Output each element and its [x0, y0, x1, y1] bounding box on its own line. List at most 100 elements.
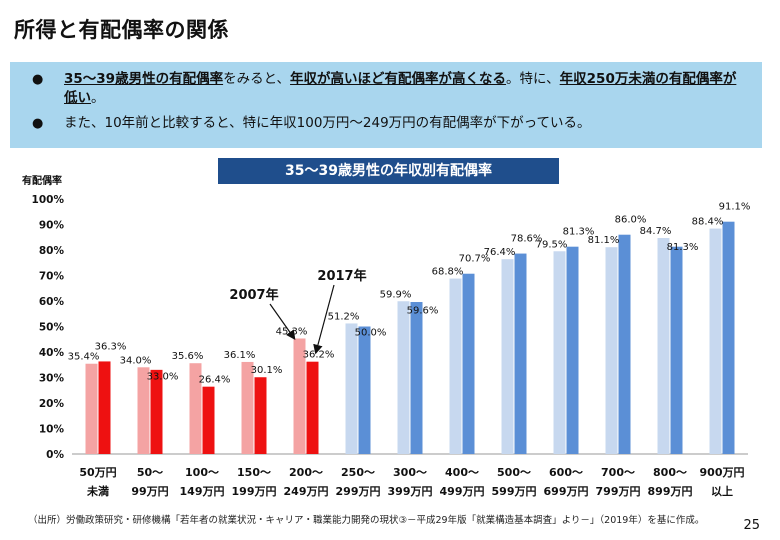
bar-2017	[98, 361, 111, 454]
x-tick-label: 149万円	[180, 485, 225, 498]
data-label-2017: 33.0%	[147, 371, 179, 382]
data-label-2007: 36.1%	[224, 350, 256, 361]
x-tick-label: 399万円	[388, 485, 433, 498]
bar-2017	[670, 246, 683, 454]
y-tick-label: 0%	[46, 449, 64, 461]
bullet1-text-3: 。	[91, 90, 105, 106]
bar-2007	[189, 363, 202, 454]
data-label-2007: 81.1%	[588, 235, 620, 246]
bar-2007	[501, 259, 514, 454]
arrow-2007	[269, 303, 296, 340]
x-tick-label: 700～	[601, 466, 635, 479]
bullet2-text: また、10年前と比較すると、特に年収100万円～249万円の有配偶率が下がってい…	[64, 115, 591, 131]
data-label-2017: 81.3%	[563, 227, 595, 238]
bar-2017	[150, 369, 163, 454]
data-label-2007: 34.0%	[120, 355, 152, 366]
x-tick-label: 50万円	[79, 466, 116, 479]
bullet1-emphasis-3: 年収250万未満の有配偶率が低い	[64, 71, 737, 106]
y-tick-label: 10%	[39, 424, 65, 436]
bullet1-text-1: をみると、	[223, 71, 291, 87]
data-label-2017: 50.0%	[355, 327, 387, 338]
x-tick-label: 299万円	[336, 485, 381, 498]
x-tick-label: 800～	[653, 466, 687, 479]
x-tick-label: 599万円	[492, 485, 537, 498]
y-tick-label: 30%	[39, 373, 65, 385]
data-label-2017: 59.6%	[407, 305, 439, 316]
y-axis-label: 有配偶率	[22, 174, 62, 187]
bar-2017	[306, 361, 319, 454]
bar-2017	[202, 386, 215, 454]
x-tick-label: 900万円	[700, 466, 745, 479]
x-tick-label: 899万円	[648, 485, 693, 498]
bar-2017	[358, 326, 371, 454]
bar-2007	[293, 338, 306, 454]
data-label-2007: 59.9%	[380, 289, 412, 300]
y-tick-label: 40%	[39, 347, 65, 359]
data-label-2007: 68.8%	[432, 267, 464, 278]
data-label-2007: 84.7%	[640, 226, 672, 237]
data-label-2017: 30.1%	[251, 365, 283, 376]
bar-2007	[657, 238, 670, 454]
data-label-2017: 78.6%	[511, 234, 543, 245]
summary-bullet-2: ● また、10年前と比較すると、特に年収100万円～249万円の有配偶率が下がっ…	[24, 114, 748, 133]
data-label-2017: 70.7%	[459, 254, 491, 265]
data-label-2007: 51.2%	[328, 311, 360, 322]
bar-2017	[722, 221, 735, 454]
x-tick-label: 400～	[445, 466, 479, 479]
x-tick-label: 250～	[341, 466, 375, 479]
x-tick-label: 499万円	[440, 485, 485, 498]
bar-2007	[397, 301, 410, 454]
data-label-2007: 76.4%	[484, 247, 516, 258]
bullet-dot-icon: ●	[32, 116, 44, 131]
x-tick-label: 150～	[237, 466, 271, 479]
chart-title: 35～39歳男性の年収別有配偶率	[218, 158, 559, 184]
data-label-2017: 81.3%	[667, 242, 699, 253]
x-tick-label: 199万円	[232, 485, 277, 498]
bullet1-emphasis-1: 35～39歳男性の有配偶率	[64, 71, 224, 87]
arrow-2017	[313, 284, 335, 355]
y-tick-label: 100%	[32, 194, 65, 206]
x-tick-label: 以上	[711, 484, 733, 498]
bar-2007	[709, 228, 722, 454]
data-label-2007: 45.3%	[276, 326, 308, 337]
bar-2017	[514, 253, 527, 454]
y-tick-label: 20%	[39, 398, 65, 410]
y-tick-label: 70%	[39, 271, 65, 283]
bullet1-emphasis-2: 年収が高いほど有配偶率が高くなる	[290, 71, 507, 87]
x-tick-label: 699万円	[544, 485, 589, 498]
series-label-2007: 2007年	[229, 287, 278, 303]
summary-box: ● 35～39歳男性の有配偶率をみると、年収が高いほど有配偶率が高くなる。特に、…	[10, 62, 762, 148]
bar-2017	[566, 246, 579, 454]
x-tick-label: 799万円	[596, 485, 641, 498]
bar-2007	[345, 323, 358, 454]
source-note: （出所）労働政策研究・研修機構「若年者の就業状況・キャリア・職業能力開発の現状③…	[28, 515, 705, 526]
bullet-dot-icon: ●	[32, 72, 44, 87]
data-label-2007: 88.4%	[692, 217, 724, 228]
bar-2007	[85, 363, 98, 454]
series-label-2017: 2017年	[317, 268, 366, 284]
x-tick-label: 300～	[393, 466, 427, 479]
bar-2017	[462, 273, 475, 454]
x-tick-label: 100～	[185, 466, 219, 479]
data-label-2017: 26.4%	[199, 375, 231, 386]
data-label-2017: 86.0%	[615, 215, 647, 226]
x-tick-label: 50～	[137, 466, 163, 479]
y-tick-label: 50%	[39, 322, 65, 334]
y-tick-label: 60%	[39, 296, 65, 308]
data-label-2017: 91.1%	[719, 202, 751, 213]
data-label-2007: 79.5%	[536, 239, 568, 250]
x-tick-label: 249万円	[284, 485, 329, 498]
bar-2017	[618, 234, 631, 454]
y-tick-label: 80%	[39, 245, 65, 257]
bullet1-text-2: 。特に、	[506, 71, 560, 87]
y-tick-label: 90%	[39, 220, 65, 232]
bar-2007	[137, 367, 150, 454]
x-tick-label: 600～	[549, 466, 583, 479]
page-title: 所得と有配偶率の関係	[14, 18, 229, 42]
bar-2007	[605, 247, 618, 454]
data-label-2007: 35.4%	[68, 352, 100, 363]
bar-2017	[254, 377, 267, 454]
page-number: 25	[743, 518, 760, 533]
x-tick-label: 99万円	[131, 485, 168, 498]
